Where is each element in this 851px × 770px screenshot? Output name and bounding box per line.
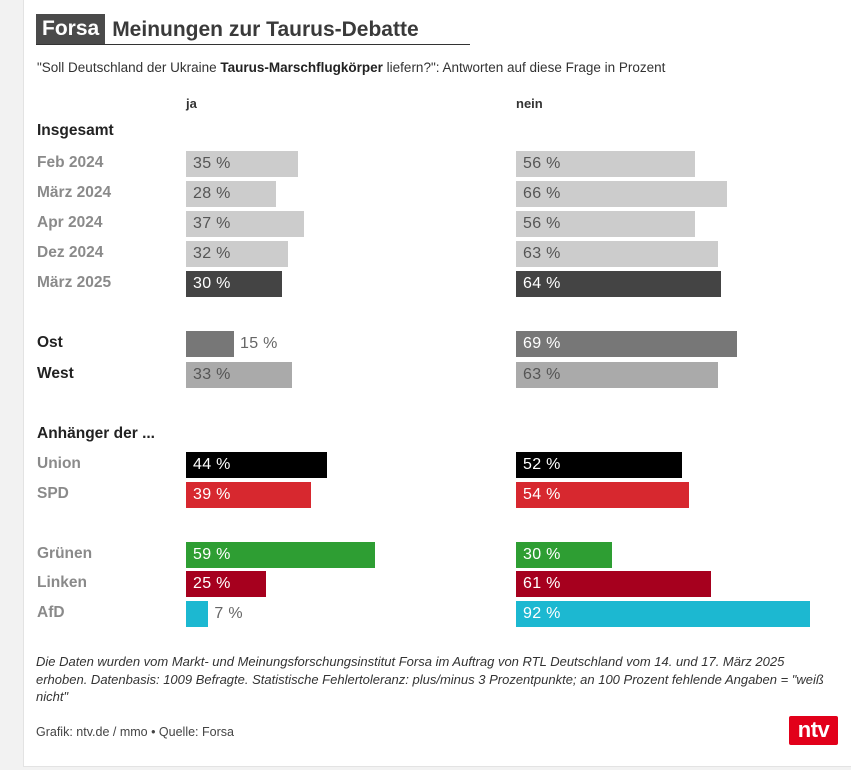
value-label-ja-ost: 15 % [240,335,278,352]
value-label-ja-spd: 39 % [193,486,231,503]
bar-ja-dez-2024 [186,241,289,267]
value-label-nein-spd: 54 % [523,486,561,503]
column-header-ja: ja [186,96,197,111]
bar-nein-apr-2024 [516,211,696,237]
row-label-gruenen: Grünen [37,545,93,562]
value-label-nein-dez-2024: 63 % [523,245,561,262]
row-label-union: Union [37,455,81,472]
bar-nein-spd [516,482,689,508]
row-label-maerz-2024: März 2024 [37,184,112,201]
bar-ja-ost [186,331,234,357]
bar-nein-maerz-2024 [516,181,728,207]
row-label-feb-2024: Feb 2024 [37,154,104,171]
chart-card: Forsa Meinungen zur Taurus-Debatte "Soll… [23,0,851,767]
bar-ja-linken [186,571,266,597]
bar-nein-west [516,362,718,388]
bar-ja-maerz-2024 [186,181,276,207]
value-label-nein-feb-2024: 56 % [523,155,561,172]
value-label-nein-linken: 61 % [523,575,561,592]
bar-ja-afd [186,601,209,627]
forsa-brand-box: Forsa [36,14,106,44]
row-label-west: West [37,365,74,382]
bar-nein-afd [516,601,811,627]
value-label-nein-maerz-2024: 66 % [523,185,561,202]
column-header-nein: nein [516,96,543,111]
row-label-dez-2024: Dez 2024 [37,244,104,261]
chart-title: Meinungen zur Taurus-Debatte [112,17,419,41]
subtitle-post: liefern?": Antworten auf diese Frage in … [382,60,666,75]
bar-ja-gruenen [186,542,375,568]
bar-nein-linken [516,571,712,597]
value-label-nein-maerz-2025: 64 % [523,275,561,292]
value-label-nein-west: 63 % [523,366,561,383]
row-label-apr-2024: Apr 2024 [37,214,103,231]
row-label-maerz-2025: März 2025 [37,274,112,291]
chart-header: Forsa Meinungen zur Taurus-Debatte [36,14,419,44]
value-label-ja-union: 44 % [193,456,231,473]
bar-ja-feb-2024 [186,151,298,177]
row-label-ost: Ost [37,334,63,351]
value-label-nein-apr-2024: 56 % [523,215,561,232]
row-label-linken: Linken [37,574,87,591]
bar-ja-west [186,362,292,388]
value-label-ja-linken: 25 % [193,575,231,592]
chart-subtitle: "Soll Deutschland der Ukraine Taurus-Mar… [37,60,665,75]
bar-ja-spd [186,482,311,508]
bar-ja-union [186,452,327,478]
bar-nein-dez-2024 [516,241,718,267]
source-credit: Grafik: ntv.de / mmo • Quelle: Forsa [36,725,234,739]
bar-nein-gruenen [516,542,612,568]
value-label-nein-union: 52 % [523,456,561,473]
subtitle-bold: Taurus-Marschflugkörper [220,60,383,75]
value-label-nein-gruenen: 30 % [523,546,561,563]
title-underline [36,44,470,45]
value-label-ja-feb-2024: 35 % [193,155,231,172]
value-label-nein-afd: 92 % [523,605,561,622]
subtitle-pre: "Soll Deutschland der Ukraine [37,60,221,75]
bar-ja-maerz-2025 [186,271,282,297]
bar-ja-apr-2024 [186,211,305,237]
value-label-ja-maerz-2025: 30 % [193,275,231,292]
value-label-ja-apr-2024: 37 % [193,215,231,232]
section-label-anhaenger-der: Anhänger der ... [37,425,155,442]
value-label-ja-west: 33 % [193,366,231,383]
bar-nein-ost [516,331,737,357]
ntv-logo: ntv [789,716,838,745]
row-label-spd: SPD [37,485,69,502]
bar-nein-maerz-2025 [516,271,721,297]
footnote: Die Daten wurden vom Markt- und Meinungs… [36,654,824,704]
value-label-ja-maerz-2024: 28 % [193,185,231,202]
bar-nein-feb-2024 [516,151,696,177]
row-label-afd: AfD [37,604,65,621]
bar-nein-union [516,452,683,478]
value-label-ja-afd: 7 % [214,605,243,622]
section-label-insgesamt: Insgesamt [37,122,114,139]
value-label-nein-ost: 69 % [523,335,561,352]
value-label-ja-dez-2024: 32 % [193,245,231,262]
value-label-ja-gruenen: 59 % [193,546,231,563]
